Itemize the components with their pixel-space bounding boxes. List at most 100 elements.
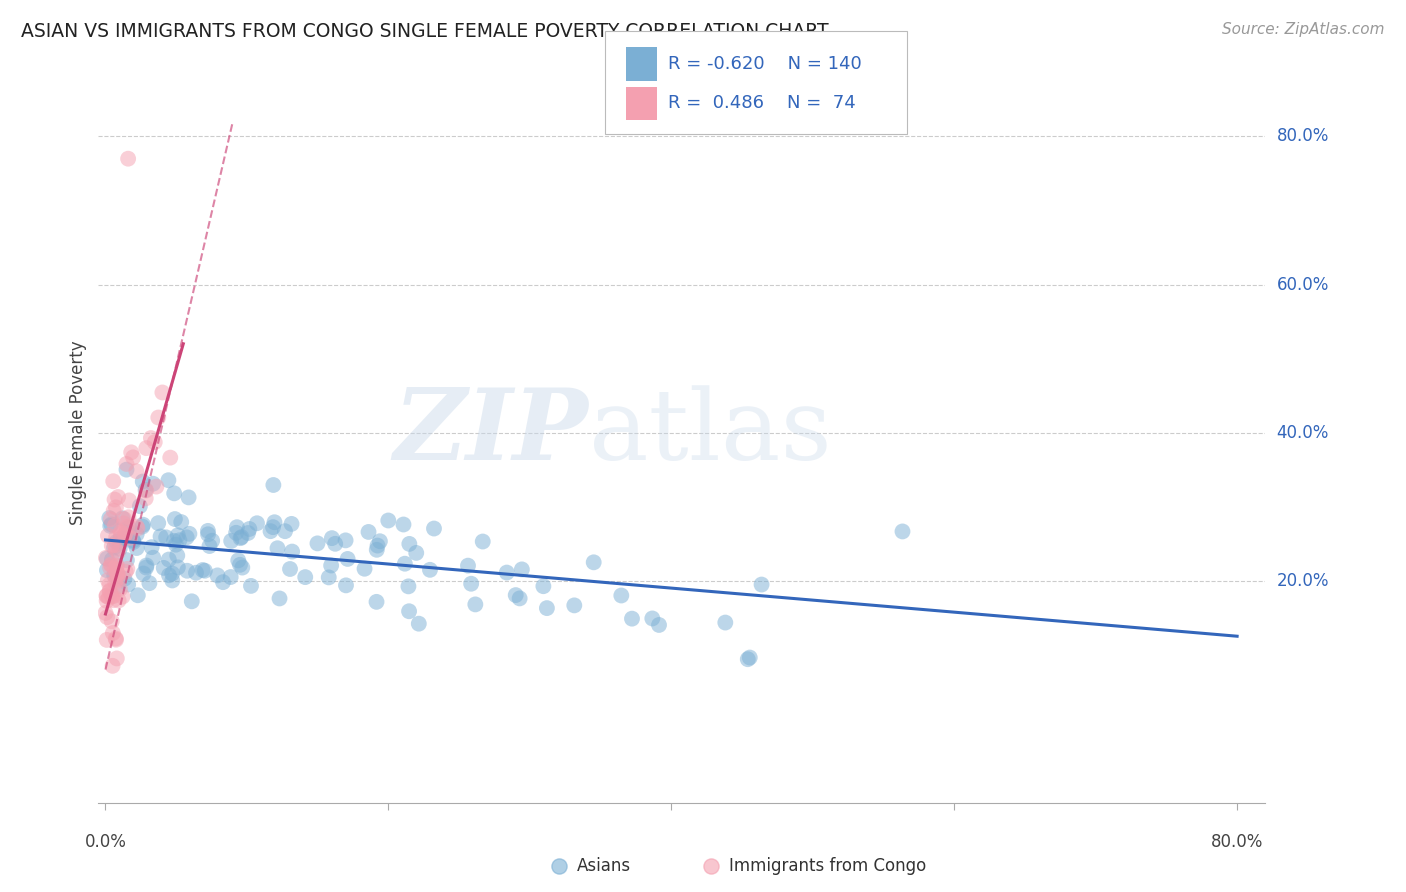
Point xyxy=(150,385,173,400)
Point xyxy=(96,589,118,603)
Point xyxy=(160,566,183,581)
Point xyxy=(125,541,148,555)
Point xyxy=(163,486,186,500)
Point xyxy=(145,480,167,494)
Point xyxy=(103,474,125,488)
Point xyxy=(159,450,181,465)
Point xyxy=(96,589,118,603)
Point xyxy=(101,589,124,603)
Point xyxy=(536,601,558,615)
Point xyxy=(115,553,138,567)
Point xyxy=(148,410,170,425)
Point xyxy=(197,524,219,538)
Point xyxy=(105,566,128,581)
Point xyxy=(353,562,375,576)
Point xyxy=(96,551,118,566)
Text: 60.0%: 60.0% xyxy=(1277,276,1329,293)
Text: atlas: atlas xyxy=(589,384,831,481)
Point xyxy=(157,552,180,566)
Point xyxy=(141,540,163,554)
Point xyxy=(219,533,242,548)
Point xyxy=(408,616,430,631)
Point xyxy=(166,560,188,574)
Point xyxy=(108,536,131,550)
Point xyxy=(104,500,127,515)
Point xyxy=(115,457,138,471)
Point xyxy=(104,538,127,552)
Point xyxy=(714,615,737,630)
Text: Source: ZipAtlas.com: Source: ZipAtlas.com xyxy=(1222,22,1385,37)
Point xyxy=(460,576,482,591)
Point xyxy=(103,492,125,507)
Point xyxy=(738,650,761,665)
Point xyxy=(226,520,249,534)
Point xyxy=(100,615,122,629)
Point xyxy=(104,518,127,533)
Point xyxy=(135,491,157,506)
Point xyxy=(837,785,859,799)
Point xyxy=(108,574,131,588)
Point xyxy=(143,435,166,450)
Point xyxy=(610,589,633,603)
Point xyxy=(138,576,160,591)
Point xyxy=(98,519,121,533)
Point xyxy=(155,530,177,544)
Point xyxy=(495,566,517,580)
Point xyxy=(135,560,157,574)
Point xyxy=(162,574,184,588)
Point xyxy=(238,522,260,536)
Point xyxy=(117,577,139,591)
Point xyxy=(392,517,415,532)
Point xyxy=(176,564,198,578)
Point xyxy=(108,541,131,556)
Point xyxy=(377,514,399,528)
Point xyxy=(166,528,188,542)
Point xyxy=(98,511,121,525)
Point xyxy=(266,541,288,556)
Point xyxy=(280,516,302,531)
Point xyxy=(107,569,129,583)
Point xyxy=(169,533,191,548)
Point xyxy=(464,598,486,612)
Point xyxy=(120,531,142,545)
Point xyxy=(98,584,121,599)
Point xyxy=(368,534,391,549)
Point xyxy=(281,544,304,558)
Point xyxy=(163,512,186,526)
Text: 20.0%: 20.0% xyxy=(1277,572,1329,590)
Point xyxy=(212,575,235,590)
Point xyxy=(98,583,121,598)
Point xyxy=(262,520,284,534)
Point xyxy=(510,562,533,576)
Point xyxy=(471,534,494,549)
Point xyxy=(262,478,284,492)
Point xyxy=(96,610,118,624)
Point xyxy=(118,528,141,542)
Point xyxy=(100,517,122,532)
Point xyxy=(396,579,419,593)
Point xyxy=(105,530,128,544)
Point xyxy=(135,441,157,455)
Point xyxy=(107,545,129,559)
Point xyxy=(240,579,263,593)
Point xyxy=(97,591,120,605)
Point xyxy=(132,566,155,581)
Point xyxy=(107,568,129,582)
Point xyxy=(246,516,269,531)
Point xyxy=(131,519,153,533)
Point xyxy=(531,579,554,593)
Point xyxy=(509,591,531,606)
Point xyxy=(423,522,446,536)
Text: Asians: Asians xyxy=(576,856,631,875)
Point xyxy=(194,564,217,578)
Y-axis label: Single Female Poverty: Single Female Poverty xyxy=(69,341,87,524)
Point xyxy=(125,464,148,478)
Point xyxy=(104,543,127,558)
Point xyxy=(114,528,136,542)
Point xyxy=(117,510,139,524)
Point xyxy=(620,612,643,626)
Point xyxy=(105,566,128,581)
Point xyxy=(152,561,174,575)
Point xyxy=(105,632,128,647)
Point xyxy=(135,558,157,573)
